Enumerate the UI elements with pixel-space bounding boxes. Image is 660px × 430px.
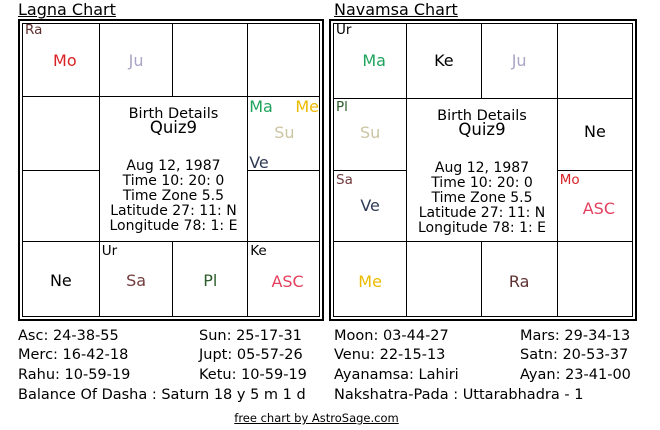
navamsa-cell-r3c4: Mo ASC [557,170,632,241]
navamsa-cell-r2c4: Ne [557,98,632,170]
birth-date: Aug 12, 1987 [434,159,530,176]
astrosage-link[interactable]: free chart by AstroSage.com [234,411,399,425]
lagna-cell-r3c1 [23,171,99,241]
birth-timezone: Time Zone 5.5 [431,189,533,206]
planet-venus: Ve [360,196,380,216]
positions-column-4: Mars: 29-34-13 Satn: 20-53-37 Ayan: 23-4… [520,327,631,385]
planet-mercury: Me [295,97,319,117]
planet-sun: Su [274,123,295,143]
positions-column-1: Asc: 24-38-55 Merc: 16-42-18 Rahu: 10-59… [18,327,130,385]
navamsa-cell-r1c1: Ur Ma [334,21,407,98]
ascendant: ASC [271,272,304,292]
birth-details-heading: Birth Details [128,106,219,123]
planet-pluto: Pl [203,271,218,291]
planet-rahu: Ra [25,21,43,38]
navamsa-cell-r2c1: Pl Su [334,98,407,170]
lagna-chart: Ra Mo Ju Birth Details Quiz9 Aug 12, 198… [18,19,324,321]
lagna-cell-r4c2: Ur Sa [99,241,173,316]
planet-venus: Ve [249,153,269,173]
planet-rahu: Ra [508,272,530,292]
lagna-cell-r4c1: Ne [23,241,99,316]
position-jupiter: Jupt: 05-57-26 [199,347,303,364]
planet-moon: Mo [559,172,580,189]
position-asc: Asc: 24-38-55 [18,328,119,344]
navamsa-chart-grid: Ur Ma Ke Ju Pl Su Birth Details Quiz9 Au… [333,21,633,317]
balance-of-dasha: Balance Of Dasha : Saturn 18 y 5 m 1 d [18,387,306,403]
navamsa-birth-details: Birth Details Quiz9 Aug 12, 1987 Time 10… [407,98,557,241]
lagna-cell-r4c3: Pl [173,241,248,316]
lagna-cell-r1c3 [173,24,248,97]
position-ayanamsa: Ayanamsa: Lahiri [334,366,459,383]
position-mars: Mars: 29-34-13 [520,328,631,344]
position-sun: Sun: 25-17-31 [199,328,302,344]
navamsa-cell-r1c4 [557,24,632,98]
planet-mars: Ma [249,97,273,117]
birth-longitude: Longitude 78: 1: E [418,219,546,236]
lagna-birth-details: Birth Details Quiz9 Aug 12, 1987 Time 10… [99,97,248,241]
planet-pluto: Pl [336,98,348,115]
navamsa-cell-r4c1: Me [334,241,407,316]
position-ketu: Ketu: 10-59-19 [199,366,307,383]
lagna-cell-r2c1 [23,97,99,171]
navamsa-cell-r4c3: Ra [481,241,557,316]
position-venus: Venu: 22-15-13 [334,347,446,364]
lagna-cell-r1c1: Ra Mo [23,21,99,97]
planet-saturn: Sa [126,271,147,291]
position-ayan: Ayan: 23-41-00 [520,366,631,383]
lagna-cell-r2c4: Ma Me Su Ve [248,97,319,173]
lagna-chart-title: Lagna Chart [18,0,116,19]
planet-sun: Su [359,122,381,142]
planet-mars: Ma [362,51,386,71]
lagna-cell-r1c2: Ju [99,24,173,97]
birth-time: Time 10: 20: 0 [431,174,533,191]
planet-uranus: Ur [336,21,352,38]
planet-jupiter: Ju [128,50,144,70]
navamsa-cell-r1c3: Ju [481,24,557,98]
planet-jupiter: Ju [511,51,527,71]
navamsa-cell-r4c4 [557,241,632,316]
birth-name: Quiz9 [458,119,506,139]
birth-details-lines: Aug 12, 1987 Time 10: 20: 0 Time Zone 5.… [109,159,237,234]
navamsa-cell-r4c2 [407,241,481,316]
navamsa-cell-r3c1: Sa Ve [334,170,407,241]
birth-date: Aug 12, 1987 [126,158,221,175]
planet-mercury: Me [358,272,382,292]
birth-name: Quiz9 [149,118,198,138]
lagna-cell-r1c4 [248,24,319,97]
planet-ketu: Ke [250,243,267,260]
birth-time: Time 10: 20: 0 [122,173,225,190]
navamsa-cell-r1c2: Ke [407,24,481,98]
position-moon: Moon: 03-44-27 [334,328,449,344]
birth-latitude: Latitude 27: 11: N [418,204,546,221]
navamsa-chart: Ur Ma Ke Ju Pl Su Birth Details Quiz9 Au… [329,19,637,321]
planet-ketu: Ke [434,51,454,71]
positions-column-3: Moon: 03-44-27 Venu: 22-15-13 Ayanamsa: … [334,327,459,385]
navamsa-chart-title: Navamsa Chart [334,0,458,19]
planet-uranus: Ur [101,243,118,260]
footer-credit: free chart by AstroSage.com [0,410,633,426]
birth-details-lines: Aug 12, 1987 Time 10: 20: 0 Time Zone 5.… [418,159,546,236]
ascendant: ASC [582,199,616,219]
lagna-chart-grid: Ra Mo Ju Birth Details Quiz9 Aug 12, 198… [22,21,320,317]
planet-neptune: Ne [583,121,606,141]
birth-details-heading: Birth Details [437,107,527,124]
planet-neptune: Ne [49,271,72,291]
planet-moon: Mo [53,50,77,70]
birth-timezone: Time Zone 5.5 [122,188,224,205]
nakshatra-pada: Nakshatra-Pada : Uttarabhadra - 1 [334,387,584,403]
positions-column-2: Sun: 25-17-31 Jupt: 05-57-26 Ketu: 10-59… [199,327,307,385]
lagna-cell-r3c4 [248,171,319,241]
position-saturn: Satn: 20-53-37 [520,347,629,364]
birth-longitude: Longitude 78: 1: E [109,218,238,235]
planet-saturn: Sa [336,172,353,189]
position-mercury: Merc: 16-42-18 [18,347,129,364]
lagna-cell-r4c4: Ke ASC [248,241,319,316]
birth-latitude: Latitude 27: 11: N [110,203,237,220]
position-rahu: Rahu: 10-59-19 [18,366,131,383]
